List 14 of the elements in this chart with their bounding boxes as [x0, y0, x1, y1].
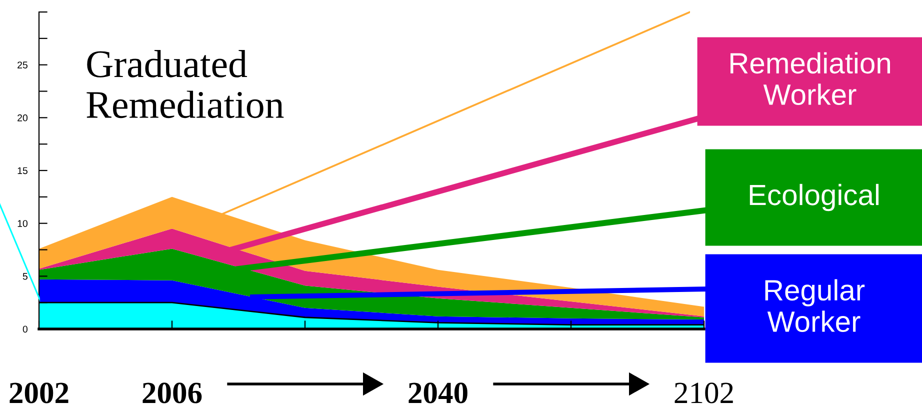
y-tick-label: 20	[18, 114, 28, 122]
text: Ecological	[750, 184, 879, 212]
y-tick-label: 15	[18, 167, 28, 174]
text: Graduated Remediation	[86, 50, 284, 118]
y-tick-label: 5	[22, 273, 28, 280]
y-tick-label: 0	[22, 326, 28, 333]
y-tick-label: 10	[18, 220, 28, 227]
text: Remediation Worker	[730, 52, 890, 106]
x-tick-label: 2002	[10, 382, 68, 404]
y-tick-label: 25	[18, 62, 28, 68]
x-tick-label: 2102	[674, 382, 733, 404]
x-tick-label: 2006	[142, 382, 202, 404]
x-tick-label: 2040	[408, 382, 468, 404]
text: Regular Worker	[765, 279, 865, 332]
